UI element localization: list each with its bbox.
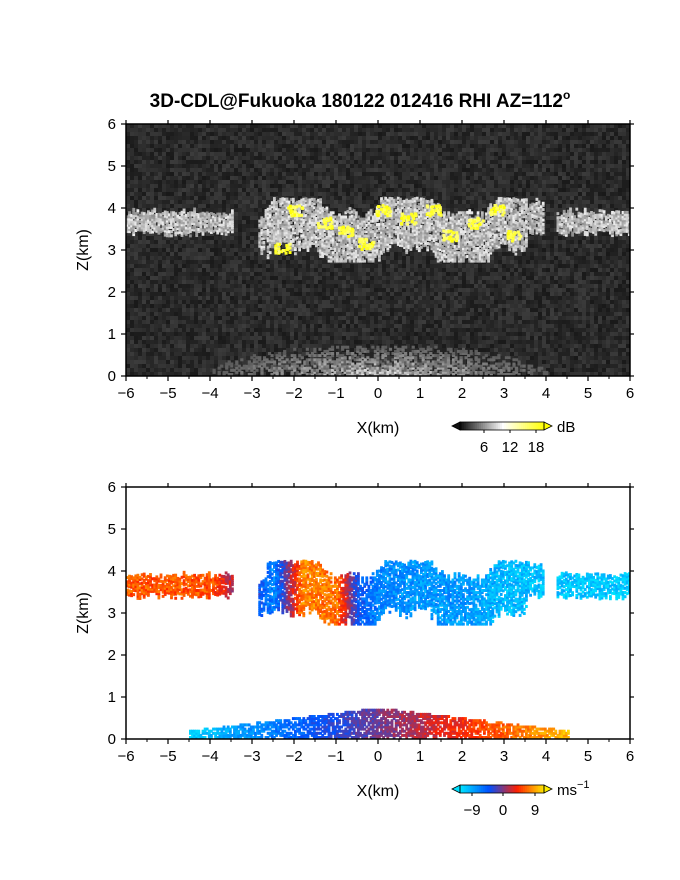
colorbar-tick-label: 9: [531, 802, 539, 819]
colorbar-unit: dB: [557, 419, 575, 436]
colorbar-high-arrow: [543, 784, 553, 794]
x-tick-label: −5: [159, 748, 176, 765]
x-tick-label: 4: [542, 385, 550, 402]
x-tick-label: 2: [458, 385, 466, 402]
y-axis-label: Z(km): [75, 592, 92, 634]
colorbar-tick-label: −9: [463, 802, 480, 819]
echo-field: [126, 559, 630, 739]
x-tick-label: 3: [500, 385, 508, 402]
colorbar-tick-label: 0: [499, 802, 507, 819]
y-tick-label: 0: [108, 731, 116, 748]
x-axis-label: X(km): [357, 420, 400, 437]
y-tick-label: 5: [108, 521, 116, 538]
x-tick-label: 2: [458, 748, 466, 765]
y-tick-label: 3: [108, 605, 116, 622]
y-tick-label: 6: [108, 116, 116, 133]
y-tick-label: 4: [108, 200, 116, 217]
colorbar: −9 0 9 ms−1: [451, 779, 590, 819]
x-tick-label: 4: [542, 748, 550, 765]
x-tick-label: 5: [584, 748, 592, 765]
x-tick-label: 0: [374, 748, 382, 765]
y-tick-label: 2: [108, 647, 116, 664]
x-tick-label: 3: [500, 748, 508, 765]
x-tick-label: −6: [117, 748, 134, 765]
y-tick-label: 2: [108, 284, 116, 301]
colorbar-low-arrow: [451, 421, 461, 431]
x-tick-label: 1: [416, 385, 424, 402]
y-tick-label: 1: [108, 326, 116, 343]
y-axis-label: Z(km): [75, 229, 92, 271]
colorbar-unit: ms−1: [557, 779, 590, 799]
figure-title: 3D-CDL@Fukuoka 180122 012416 RHI AZ=112o: [150, 88, 571, 112]
echo-field: [126, 124, 630, 376]
y-tick-label: 1: [108, 689, 116, 706]
y-tick-label: 4: [108, 563, 116, 580]
colorbar: 6 12 18 dB: [451, 419, 575, 456]
x-tick-label: 0: [374, 385, 382, 402]
y-tick-label: 0: [108, 368, 116, 385]
colorbar-tick-label: 18: [528, 439, 545, 456]
colorbar-high-arrow: [543, 421, 553, 431]
x-tick-label: −3: [243, 385, 260, 402]
x-tick-label: −1: [327, 748, 344, 765]
strong-echo-4: [383, 205, 387, 209]
x-tick-label: 5: [584, 385, 592, 402]
velocity-panel: −6 −5 −4 −3 −2 −1 0 1 2 3 4 5 6 0 1 2 3 4 5 6 X(km) Z(km) −9 0 9…: [75, 479, 634, 819]
x-tick-label: −6: [117, 385, 134, 402]
x-tick-label: −2: [285, 748, 302, 765]
colorbar-tick-label: 6: [480, 439, 488, 456]
x-tick-label: 6: [626, 748, 634, 765]
x-tick-label: −4: [201, 748, 218, 765]
y-tick-label: 5: [108, 158, 116, 175]
x-tick-label: −2: [285, 385, 302, 402]
x-tick-label: −5: [159, 385, 176, 402]
colorbar-low-arrow: [451, 784, 461, 794]
x-tick-label: −3: [243, 748, 260, 765]
y-tick-label: 3: [108, 242, 116, 259]
y-tick-label: 6: [108, 479, 116, 496]
x-tick-label: 1: [416, 748, 424, 765]
x-tick-label: 6: [626, 385, 634, 402]
colorbar-tick-label: 12: [502, 439, 519, 456]
x-tick-label: −4: [201, 385, 218, 402]
x-axis-label: X(km): [357, 783, 400, 800]
x-tick-label: −1: [327, 385, 344, 402]
